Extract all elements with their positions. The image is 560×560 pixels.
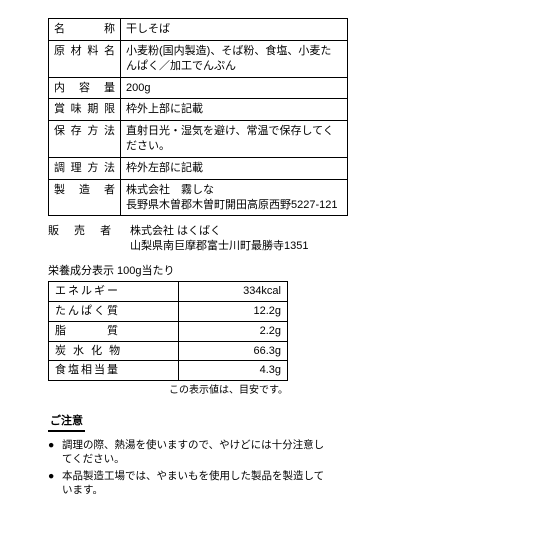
nutrition-value: 4.3g <box>179 361 288 381</box>
table-row: 脂 質2.2g <box>49 321 288 341</box>
list-item: ●調理の際、熱湯を使いますので、やけどには十分注意してください。 <box>48 438 328 466</box>
seller-block: 販 売 者 株式会社 はくばく山梨県南巨摩郡富士川町最勝寺1351 <box>48 224 485 254</box>
table-row: 調理方法枠外左部に記載 <box>49 157 348 179</box>
spec-value: 小麦粉(国内製造)、そば粉、食塩、小麦たんぱく／加工でんぷん <box>121 40 348 77</box>
table-row: 内 容 量200g <box>49 77 348 99</box>
nutrition-value: 2.2g <box>179 321 288 341</box>
table-row: 保存方法直射日光・湿気を避け、常温で保存してください。 <box>49 121 348 158</box>
table-row: 賞味期限枠外上部に記載 <box>49 99 348 121</box>
spec-label: 名 称 <box>49 19 121 41</box>
table-row: 名 称干しそば <box>49 19 348 41</box>
table-row: 食塩相当量4.3g <box>49 361 288 381</box>
table-row: たんぱく質12.2g <box>49 301 288 321</box>
table-row: 製 造 者株式会社 霧しな長野県木曽郡木曽町開田高原西野5227-121 <box>49 179 348 216</box>
nutrition-title: 栄養成分表示 100g当たり <box>48 264 485 279</box>
bullet-icon: ● <box>48 469 62 497</box>
nutrition-label: エネルギー <box>49 281 179 301</box>
table-row: エネルギー334kcal <box>49 281 288 301</box>
spec-label: 原材料名 <box>49 40 121 77</box>
spec-label: 内 容 量 <box>49 77 121 99</box>
specification-table: 名 称干しそば原材料名小麦粉(国内製造)、そば粉、食塩、小麦たんぱく／加工でんぷ… <box>48 18 348 216</box>
nutrition-disclaimer: この表示値は、目安です。 <box>48 384 288 398</box>
nutrition-value: 12.2g <box>179 301 288 321</box>
nutrition-table: エネルギー334kcalたんぱく質12.2g脂 質2.2g炭 水 化 物66.3… <box>48 281 288 381</box>
seller-label: 販 売 者 <box>48 224 120 254</box>
spec-value: 枠外上部に記載 <box>121 99 348 121</box>
spec-value: 200g <box>121 77 348 99</box>
table-row: 炭 水 化 物66.3g <box>49 341 288 361</box>
spec-label: 調理方法 <box>49 157 121 179</box>
spec-label: 賞味期限 <box>49 99 121 121</box>
spec-value: 枠外左部に記載 <box>121 157 348 179</box>
table-row: 原材料名小麦粉(国内製造)、そば粉、食塩、小麦たんぱく／加工でんぷん <box>49 40 348 77</box>
spec-label: 製 造 者 <box>49 179 121 216</box>
nutrition-value: 334kcal <box>179 281 288 301</box>
bullet-icon: ● <box>48 438 62 466</box>
spec-label: 保存方法 <box>49 121 121 158</box>
list-item: ●本品製造工場では、やまいもを使用した製品を製造しています。 <box>48 469 328 497</box>
caution-text: 調理の際、熱湯を使いますので、やけどには十分注意してください。 <box>62 438 328 466</box>
caution-title: ご注意 <box>48 414 85 432</box>
caution-text: 本品製造工場では、やまいもを使用した製品を製造しています。 <box>62 469 328 497</box>
spec-value: 干しそば <box>121 19 348 41</box>
nutrition-label: 脂 質 <box>49 321 179 341</box>
nutrition-value: 66.3g <box>179 341 288 361</box>
seller-value: 株式会社 はくばく山梨県南巨摩郡富士川町最勝寺1351 <box>130 224 485 254</box>
spec-value: 直射日光・湿気を避け、常温で保存してください。 <box>121 121 348 158</box>
spec-value: 株式会社 霧しな長野県木曽郡木曽町開田高原西野5227-121 <box>121 179 348 216</box>
nutrition-label: たんぱく質 <box>49 301 179 321</box>
nutrition-label: 炭 水 化 物 <box>49 341 179 361</box>
caution-list: ●調理の際、熱湯を使いますので、やけどには十分注意してください。●本品製造工場で… <box>48 438 328 498</box>
nutrition-label: 食塩相当量 <box>49 361 179 381</box>
